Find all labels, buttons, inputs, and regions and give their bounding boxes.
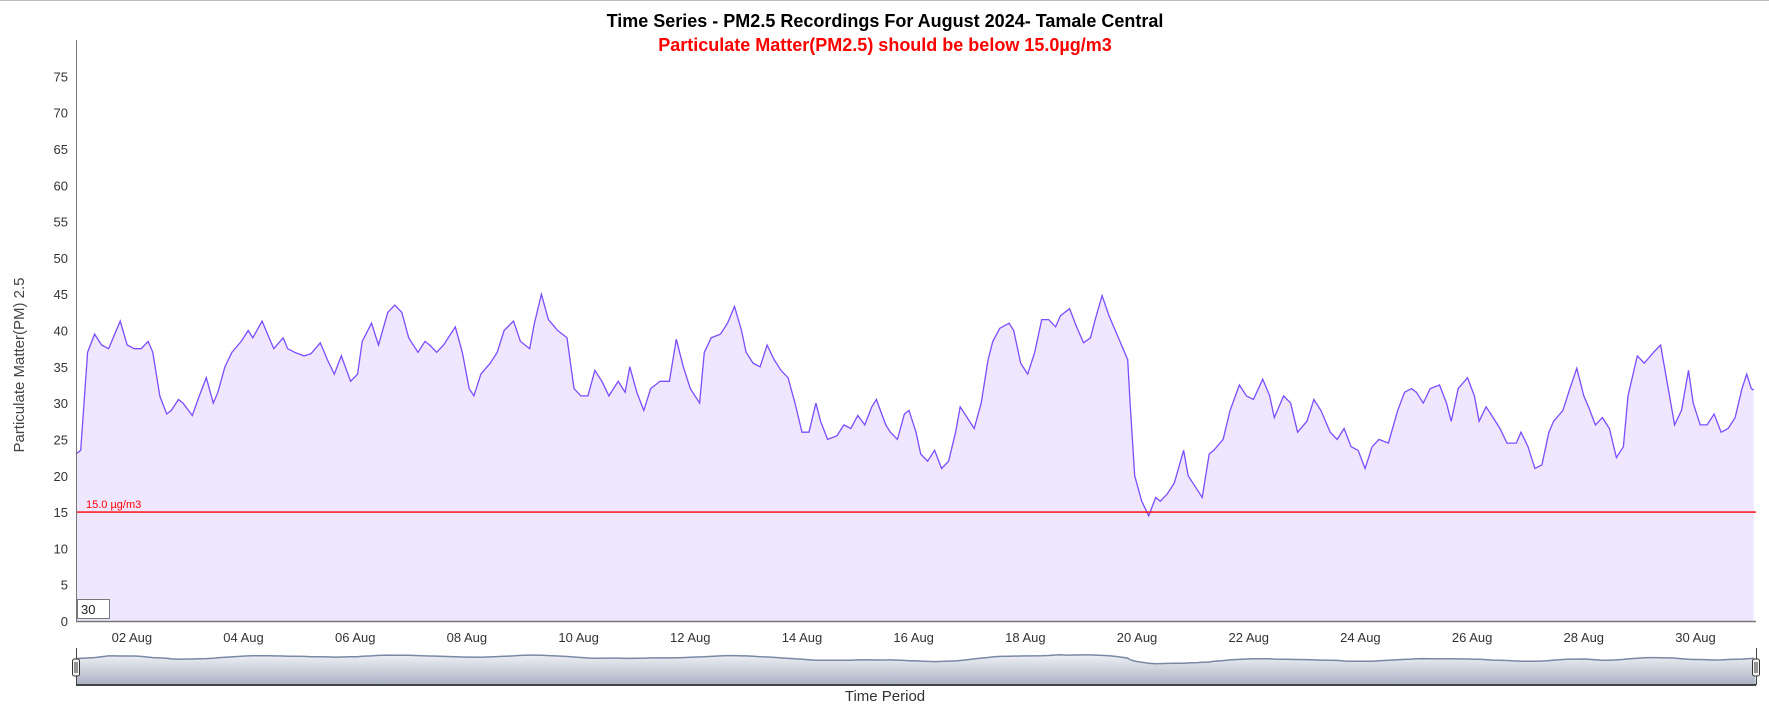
navigator-left-handle[interactable] <box>72 658 80 677</box>
y-tick-label: 5 <box>61 578 68 593</box>
x-tick-label: 10 Aug <box>558 630 599 645</box>
y-tick-label: 65 <box>54 142 68 157</box>
x-tick-label: 24 Aug <box>1340 630 1381 645</box>
pm25-area <box>76 294 1754 621</box>
range-input-value[interactable]: 30 <box>81 602 95 617</box>
y-tick-label: 40 <box>54 324 68 339</box>
threshold-label: 15.0 µg/m3 <box>86 499 141 511</box>
chart-title: Time Series - PM2.5 Recordings For Augus… <box>607 11 1164 31</box>
x-tick-label: 04 Aug <box>223 630 264 645</box>
x-tick-label: 18 Aug <box>1005 630 1046 645</box>
x-axis-title: Time Period <box>845 688 925 705</box>
pm25-line <box>75 291 1755 518</box>
y-tick-label: 60 <box>54 178 68 193</box>
range-input[interactable]: 30 <box>77 599 110 619</box>
navigator-line <box>75 654 1754 665</box>
x-tick-label: 14 Aug <box>782 630 823 645</box>
x-tick-label: 02 Aug <box>112 630 153 645</box>
y-tick-label: 45 <box>54 287 68 302</box>
y-tick-label: 70 <box>54 106 68 121</box>
y-tick-label: 75 <box>54 69 68 84</box>
navigator-area[interactable] <box>76 654 1756 685</box>
x-tick-label: 26 Aug <box>1452 630 1493 645</box>
y-tick-label: 10 <box>54 541 68 556</box>
y-tick-label: 15 <box>54 505 68 520</box>
chart-subtitle: Particulate Matter(PM2.5) should be belo… <box>658 35 1111 55</box>
y-tick-label: 30 <box>54 396 68 411</box>
x-tick-label: 12 Aug <box>670 630 711 645</box>
y-tick-label: 25 <box>54 432 68 447</box>
x-tick-label: 28 Aug <box>1564 630 1605 645</box>
y-axis-title: Particulate Matter(PM) 2.5 <box>11 277 28 452</box>
x-tick-label: 08 Aug <box>447 630 488 645</box>
x-tick-label: 16 Aug <box>893 630 934 645</box>
y-tick-label: 20 <box>54 469 68 484</box>
x-tick-label: 30 Aug <box>1675 630 1716 645</box>
x-tick-label: 20 Aug <box>1117 630 1158 645</box>
x-tick-label: 06 Aug <box>335 630 376 645</box>
y-tick-label: 35 <box>54 360 68 375</box>
y-tick-label: 0 <box>61 614 68 629</box>
navigator-right-handle[interactable] <box>1752 658 1760 677</box>
x-tick-label: 22 Aug <box>1228 630 1269 645</box>
y-tick-label: 50 <box>54 251 68 266</box>
y-tick-label: 55 <box>54 215 68 230</box>
